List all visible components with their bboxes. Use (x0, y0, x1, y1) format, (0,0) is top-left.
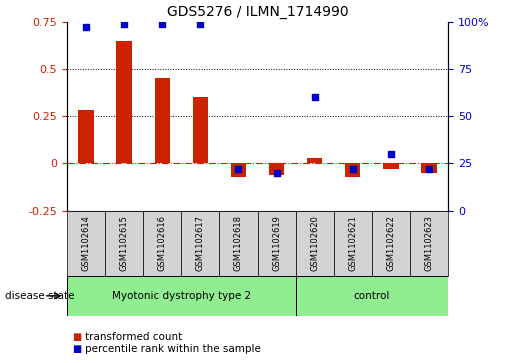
Text: transformed count: transformed count (85, 332, 182, 342)
Title: GDS5276 / ILMN_1714990: GDS5276 / ILMN_1714990 (167, 5, 348, 19)
Point (425, 166, 433, 172)
Bar (181, 211, 219, 276)
Text: ■: ■ (72, 332, 81, 342)
Bar (345, 163, 360, 176)
Bar (105, 211, 143, 276)
Bar (334, 211, 372, 276)
Point (311, 94, 319, 100)
Point (196, 21, 204, 26)
Bar (231, 163, 246, 176)
Point (272, 170, 281, 176)
Text: GSM1102619: GSM1102619 (272, 215, 281, 271)
Bar (193, 97, 208, 163)
Text: GSM1102620: GSM1102620 (310, 215, 319, 271)
Bar (296, 276, 448, 316)
Bar (269, 163, 284, 175)
Bar (67, 276, 296, 316)
Bar (116, 41, 132, 163)
Bar (383, 163, 399, 169)
Bar (67, 211, 105, 276)
Bar (421, 163, 437, 173)
Bar (372, 211, 410, 276)
Point (158, 21, 166, 26)
Text: disease state: disease state (5, 291, 75, 301)
Text: GSM1102617: GSM1102617 (196, 215, 205, 271)
Text: GSM1102622: GSM1102622 (386, 215, 396, 271)
Text: GSM1102621: GSM1102621 (348, 215, 357, 271)
Text: percentile rank within the sample: percentile rank within the sample (85, 344, 261, 354)
Bar (258, 211, 296, 276)
Text: GSM1102616: GSM1102616 (158, 215, 167, 271)
Point (234, 166, 243, 172)
Text: ■: ■ (72, 344, 81, 354)
Text: GSM1102614: GSM1102614 (81, 215, 91, 271)
Point (82, 25, 90, 30)
Bar (78, 110, 94, 163)
Text: GSM1102615: GSM1102615 (119, 215, 129, 271)
Text: GSM1102623: GSM1102623 (424, 215, 434, 271)
Bar (307, 158, 322, 163)
Text: GSM1102618: GSM1102618 (234, 215, 243, 271)
Point (387, 151, 395, 157)
Bar (143, 211, 181, 276)
Point (349, 166, 357, 172)
Bar (219, 211, 258, 276)
Text: control: control (354, 291, 390, 301)
Bar (410, 211, 448, 276)
Bar (296, 211, 334, 276)
Point (120, 21, 128, 26)
Text: Myotonic dystrophy type 2: Myotonic dystrophy type 2 (112, 291, 251, 301)
Bar (154, 78, 170, 163)
